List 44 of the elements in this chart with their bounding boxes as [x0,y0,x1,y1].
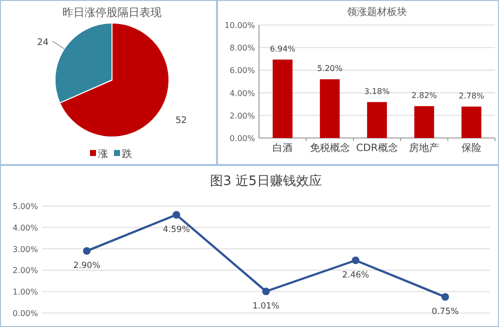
data-label: 2.78% [458,92,484,101]
point [441,293,449,301]
legend-label: 涨 [98,148,108,160]
x-tick-label: 白酒 [272,142,293,154]
y-tick-label: 0.00% [230,134,256,143]
bar [320,79,340,138]
point [352,256,360,264]
bar [272,60,293,138]
data-label: 52 [175,116,187,126]
y-tick-label: 2.00% [230,111,256,120]
y-tick-label: 0.00% [12,309,38,318]
x-tick-label: CDR概念 [356,142,398,154]
data-label: 3.18% [364,87,390,96]
point [172,210,180,219]
y-tick-label: 5.00% [12,202,38,211]
bar [367,102,387,138]
data-label: 1.01% [252,301,280,312]
data-label: 24 [37,38,49,48]
data-label: 2.82% [411,91,438,100]
data-label: 2.46% [342,270,370,280]
y-tick-label: 1.00% [12,288,38,297]
point [262,288,270,296]
chart-title: 昨日涨停股隔日表现 [62,6,162,19]
bar [461,106,482,138]
data-label: 6.94% [270,44,296,54]
y-tick-label: 6.00% [230,66,256,76]
y-tick-label: 10.00% [224,21,256,30]
y-tick-label: 3.00% [12,244,38,254]
data-label: 0.75% [432,306,459,317]
chart-title: 领涨题材板块 [347,6,407,18]
y-tick-label: 4.00% [12,223,38,232]
legend-label: 跌 [122,148,132,160]
y-tick-label: 2.00% [12,266,38,276]
y-tick-label: 8.00% [230,44,256,53]
x-tick-label: 房地产 [409,142,440,154]
data-label: 2.90% [73,260,100,271]
x-tick-label: 免税概念 [310,142,350,154]
y-tick-label: 4.00% [230,88,256,98]
data-label: 4.59% [162,224,190,235]
data-label: 5.20% [317,64,343,74]
chart-title: 图3 近5日赚钱效应 [210,173,322,189]
point [83,247,91,255]
bar [414,106,434,138]
x-tick-label: 保险 [461,142,482,154]
